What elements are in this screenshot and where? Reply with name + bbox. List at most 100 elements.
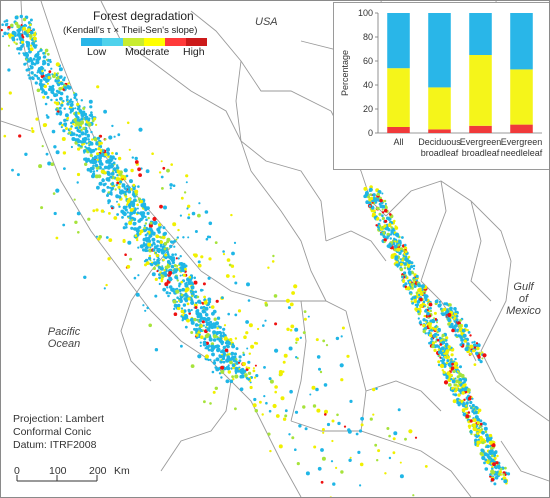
degradation-point (299, 336, 302, 339)
degradation-point (388, 245, 391, 249)
degradation-point (36, 52, 40, 56)
degradation-point (34, 31, 37, 34)
degradation-point (113, 216, 118, 220)
degradation-point (450, 377, 453, 381)
degradation-point (232, 378, 235, 381)
degradation-point (65, 98, 69, 101)
degradation-point (109, 159, 113, 163)
degradation-point (319, 370, 323, 374)
degradation-point (106, 194, 109, 197)
degradation-point (169, 240, 173, 244)
degradation-point (391, 253, 395, 258)
degradation-point (11, 168, 14, 172)
degradation-point (218, 325, 222, 329)
degradation-point (454, 357, 457, 361)
degradation-point (157, 261, 161, 265)
degradation-point (294, 448, 297, 452)
degradation-point (481, 455, 486, 461)
degradation-point (42, 56, 46, 59)
degradation-point (34, 40, 37, 43)
degradation-point (443, 364, 447, 368)
degradation-point (96, 169, 99, 172)
degradation-point (190, 281, 193, 285)
degradation-point (104, 138, 107, 141)
degradation-point (196, 312, 199, 315)
degradation-point (399, 262, 404, 266)
degradation-point (483, 461, 486, 465)
degradation-point (202, 324, 205, 327)
degradation-point (42, 51, 45, 55)
degradation-point (41, 70, 44, 73)
degradation-point (38, 56, 41, 59)
degradation-point (82, 112, 86, 116)
degradation-point (108, 212, 111, 215)
degradation-point (247, 299, 251, 302)
degradation-point (451, 362, 454, 366)
legend-swatch-3 (144, 38, 165, 46)
degradation-point (39, 66, 43, 70)
degradation-point (384, 202, 387, 205)
degradation-point (116, 200, 118, 203)
degradation-point (105, 159, 110, 164)
degradation-point (43, 69, 47, 72)
degradation-point (212, 390, 216, 394)
degradation-point (493, 456, 497, 460)
degradation-point (458, 399, 461, 402)
degradation-point (394, 232, 399, 237)
projection-line1: Projection: Lambert (13, 413, 105, 425)
degradation-point (22, 26, 27, 31)
degradation-point (89, 113, 94, 118)
degradation-point (372, 196, 376, 200)
degradation-point (393, 240, 397, 243)
degradation-point (19, 37, 23, 42)
degradation-point (376, 206, 380, 211)
degradation-point (229, 360, 233, 365)
degradation-point (134, 156, 138, 161)
category-label: broadleaf (462, 148, 500, 158)
degradation-point (227, 370, 231, 374)
degradation-point (159, 240, 163, 244)
degradation-point (245, 377, 249, 380)
degradation-point (78, 126, 82, 129)
degradation-point (169, 183, 173, 187)
degradation-point (118, 205, 121, 208)
degradation-point (288, 346, 293, 351)
degradation-point (400, 249, 403, 253)
degradation-point (159, 204, 163, 209)
degradation-point (419, 303, 424, 309)
degradation-point (438, 300, 442, 304)
degradation-point (428, 324, 432, 329)
degradation-point (247, 360, 251, 364)
degradation-point (19, 14, 23, 19)
degradation-point (191, 211, 196, 216)
degradation-point (200, 324, 204, 328)
degradation-point (459, 319, 462, 322)
degradation-point (419, 297, 423, 302)
degradation-point (349, 399, 353, 403)
degradation-point (51, 73, 54, 76)
degradation-point (66, 118, 69, 121)
degradation-point (462, 412, 467, 417)
degradation-point (87, 122, 92, 127)
degradation-point (289, 328, 293, 332)
degradation-point (477, 438, 480, 441)
degradation-point (212, 325, 216, 329)
degradation-point (315, 387, 319, 392)
degradation-point (232, 359, 237, 363)
degradation-point (282, 370, 285, 373)
degradation-point (30, 127, 34, 130)
degradation-point (440, 346, 445, 351)
degradation-point (323, 383, 328, 387)
degradation-point (194, 230, 198, 233)
degradation-point (171, 260, 175, 265)
degradation-point (233, 241, 237, 244)
degradation-point (489, 475, 492, 478)
degradation-point (160, 272, 163, 275)
degradation-point (125, 174, 129, 178)
degradation-point (133, 276, 137, 280)
degradation-point (455, 387, 459, 391)
degradation-point (239, 387, 244, 392)
degradation-point (30, 71, 34, 75)
bar-segment-3-0 (510, 124, 533, 133)
degradation-point (43, 123, 48, 127)
